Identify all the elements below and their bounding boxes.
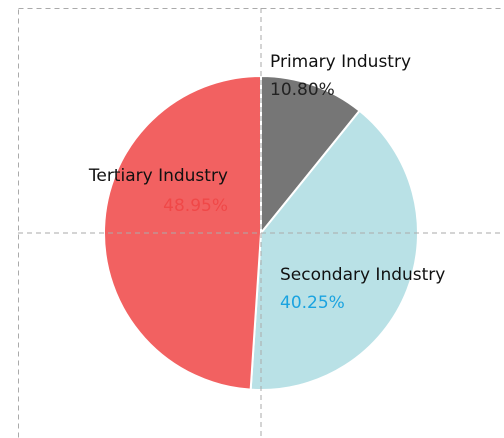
pie-slice (260, 74, 361, 236)
frame (18, 8, 504, 438)
slice-value-label: 48.95% (163, 196, 228, 216)
slice-label: Tertiary Industry (88, 166, 228, 186)
slice-value-label: 10.80% (270, 80, 335, 100)
slice-value-label: 40.25% (280, 293, 345, 313)
slice-label: Primary Industry (270, 52, 411, 72)
slice-label: Secondary Industry (280, 265, 445, 285)
pie-slice (249, 109, 419, 391)
